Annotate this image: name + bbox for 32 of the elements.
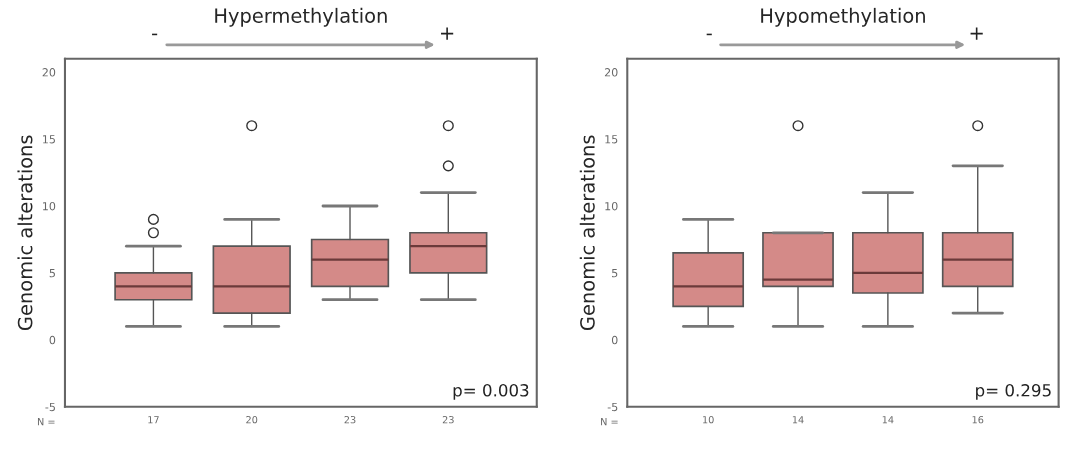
x-tick-label: 10: [703, 416, 714, 424]
x-tick-label: 14: [882, 416, 894, 424]
y-tick-label: 15: [43, 135, 55, 144]
x-tick-label: 17: [148, 416, 159, 424]
x-tick-label: 14: [792, 416, 804, 424]
annotation: p= 0.295: [976, 384, 1051, 400]
y-tick-label: 20: [604, 68, 618, 77]
chart-title: Hypermethylation: [215, 7, 387, 27]
y-tick-label: -5: [607, 402, 618, 412]
x-tick-label: 20: [246, 416, 258, 424]
y-tick-label: 15: [605, 135, 618, 144]
annotation: p= 0.003: [453, 384, 529, 400]
y-axis-title: Genomic alterations: [579, 135, 595, 331]
chart-title: Hypomethylation: [761, 7, 925, 27]
y-axis-title: Genomic alterations: [17, 135, 33, 331]
y-tick-label: 20: [42, 68, 56, 77]
x-tick-label: 23: [344, 416, 356, 424]
y-tick-label: 10: [43, 201, 56, 211]
text: -: [706, 33, 712, 36]
y-tick-label: 5: [612, 269, 618, 278]
y-tick-label: 5: [49, 269, 55, 278]
text: +: [441, 27, 454, 40]
x-tick-label: 16: [972, 416, 984, 424]
text: N =: [37, 418, 55, 426]
text: +: [970, 27, 983, 40]
y-tick-label: 10: [605, 201, 618, 211]
y-tick-label: 0: [611, 335, 618, 345]
y-tick-label: -5: [45, 402, 55, 412]
x-tick-label: 23: [442, 416, 454, 424]
text: N =: [601, 418, 618, 426]
text: -: [152, 33, 158, 36]
y-tick-label: 0: [49, 335, 56, 345]
